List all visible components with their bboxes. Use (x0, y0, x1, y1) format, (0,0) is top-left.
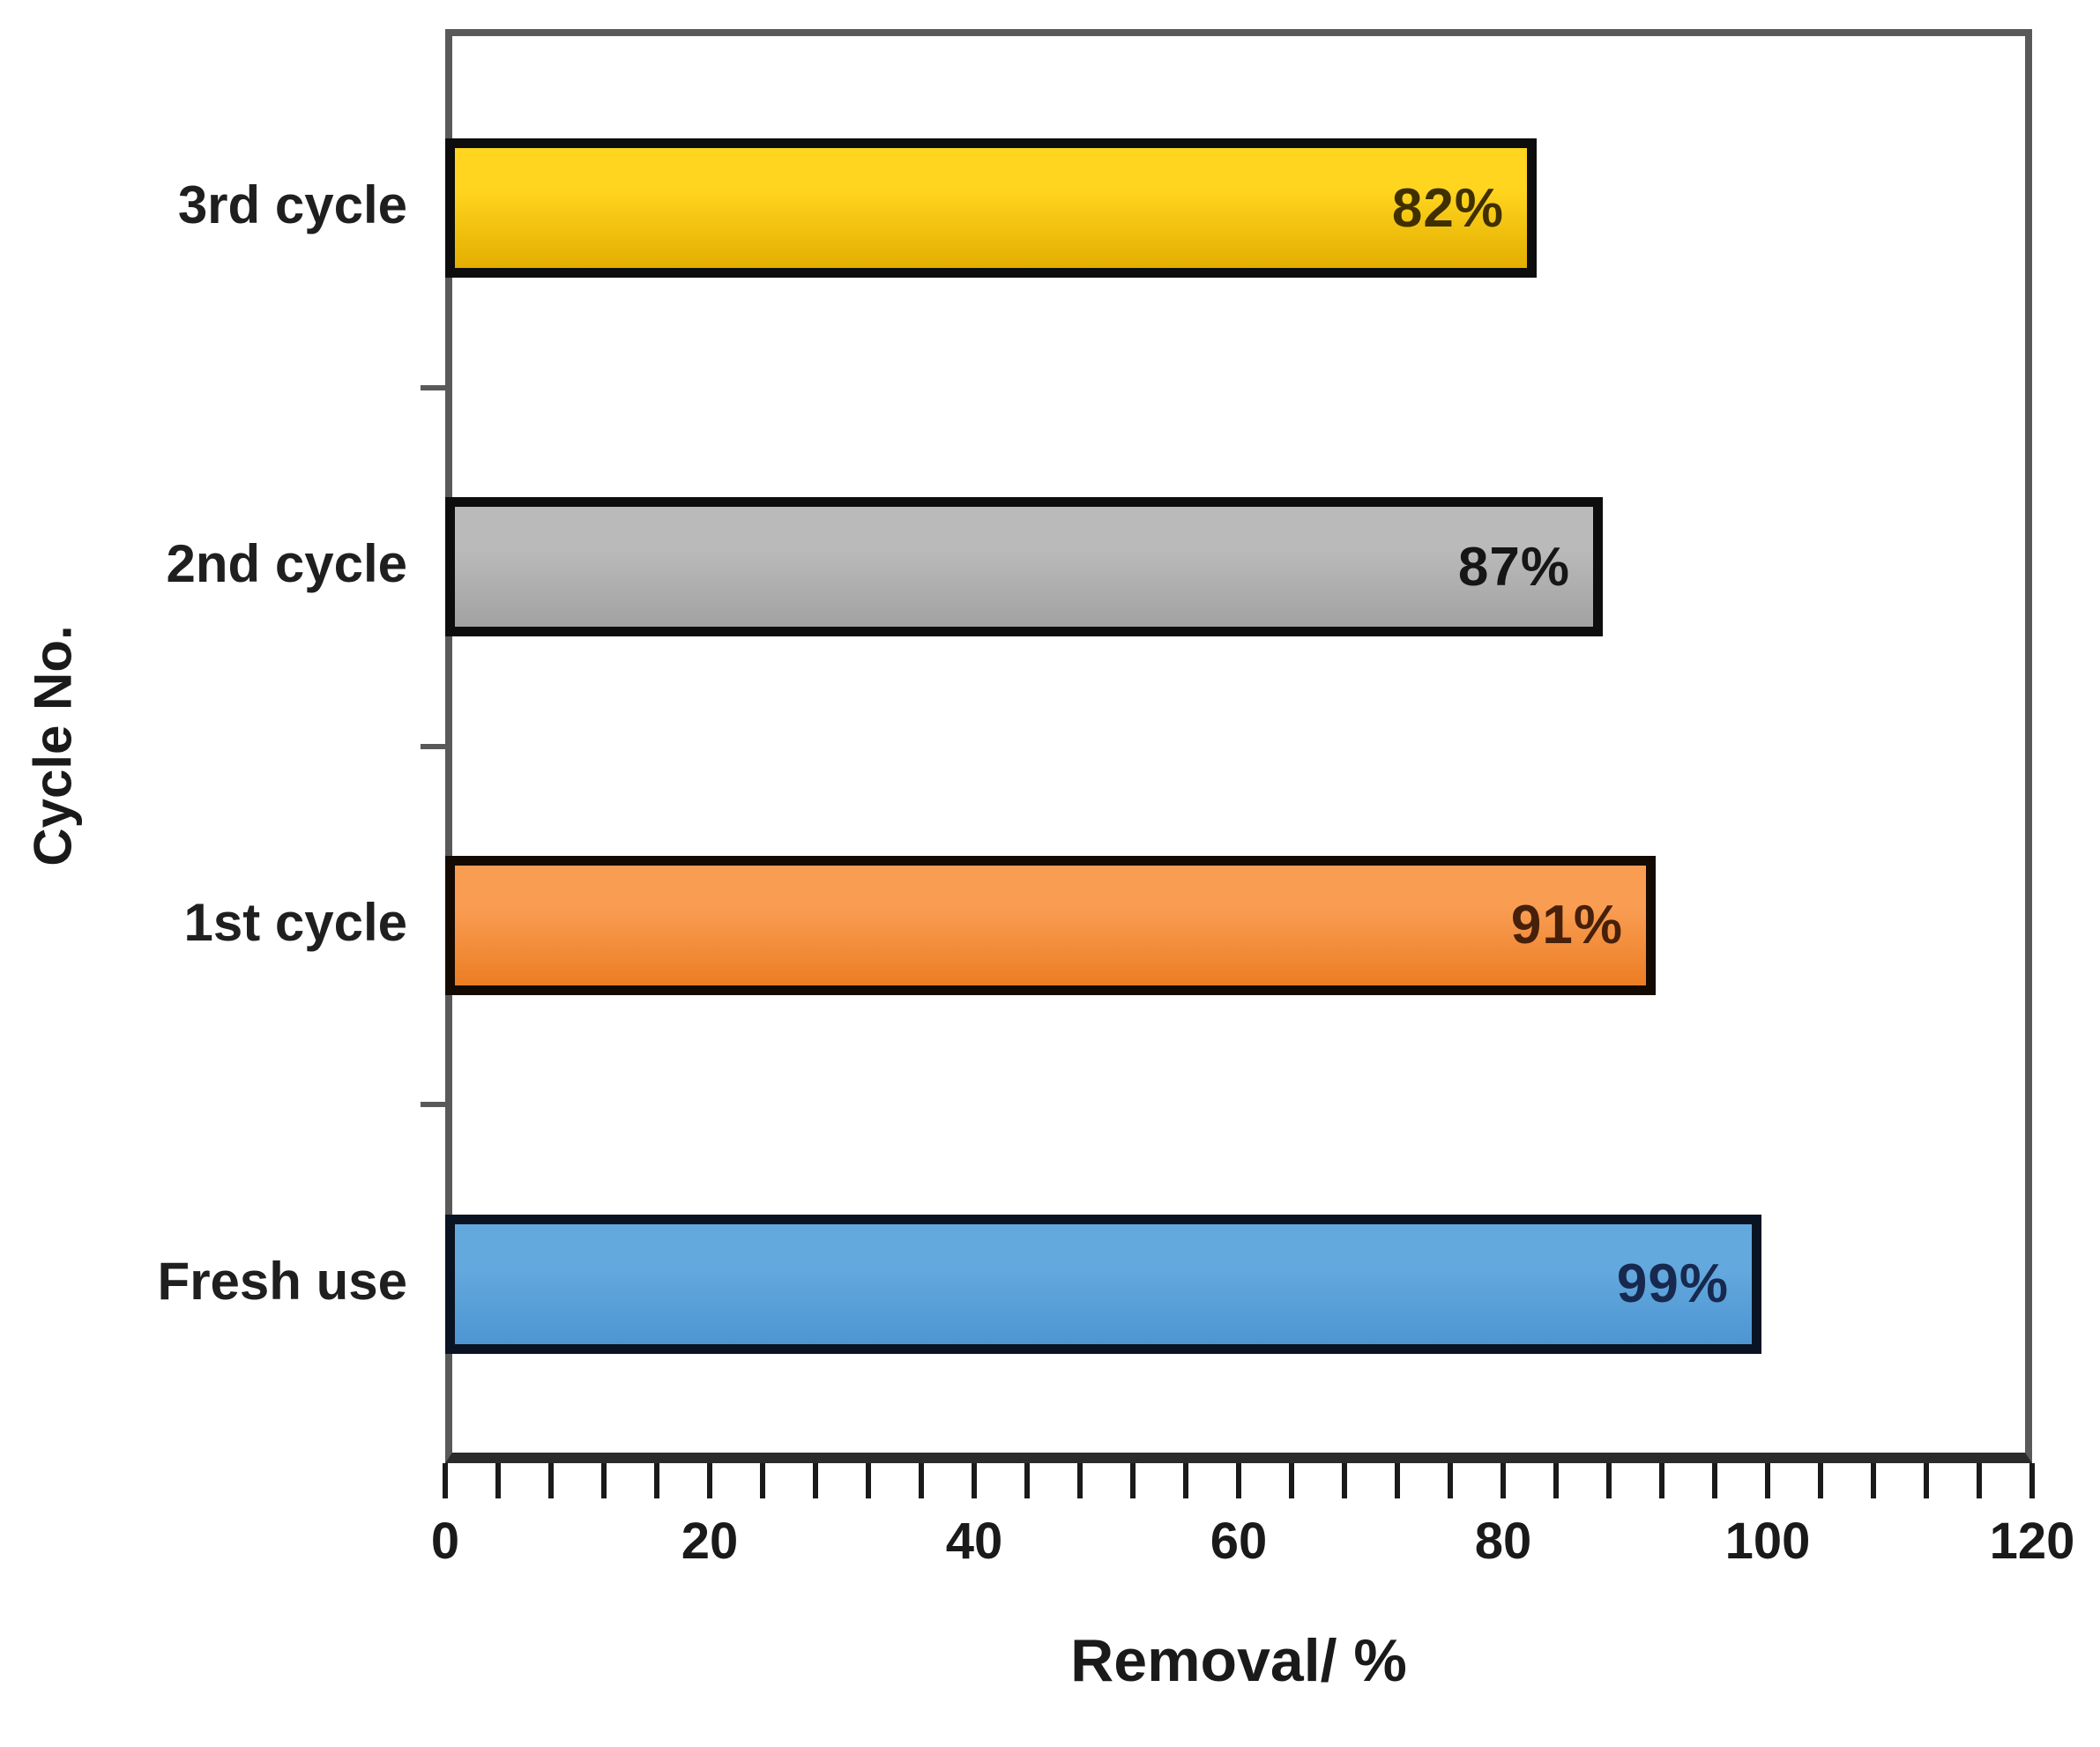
x-tick (1871, 1463, 1876, 1498)
x-tick (866, 1463, 871, 1498)
bar-value-label: 82% (1391, 177, 1504, 239)
x-tick (813, 1463, 818, 1498)
x-tick (1289, 1463, 1294, 1498)
x-tick-label-40: 40 (945, 1513, 1003, 1570)
x-tick (1553, 1463, 1559, 1498)
x-tick-label-60: 60 (1210, 1513, 1268, 1570)
y-axis-title: Cycle No. (23, 625, 83, 866)
x-tick (1395, 1463, 1400, 1498)
x-tick (2029, 1463, 2035, 1498)
category-label-1st-cycle: 1st cycle (183, 892, 407, 952)
x-tick (1448, 1463, 1453, 1498)
x-tick (1501, 1463, 1506, 1498)
x-tick (443, 1463, 448, 1498)
bar-fresh-use: 99% (445, 1214, 1761, 1354)
category-label-fresh-use: Fresh use (157, 1251, 407, 1311)
x-tick-label-80: 80 (1474, 1513, 1532, 1570)
x-tick-label-0: 0 (430, 1513, 460, 1570)
category-label-2nd-cycle: 2nd cycle (166, 534, 408, 594)
bar-value-label: 99% (1616, 1253, 1729, 1315)
x-tick-label-20: 20 (681, 1513, 739, 1570)
x-tick (548, 1463, 554, 1498)
x-axis-title: Removal/ % (1070, 1627, 1407, 1694)
x-tick (1077, 1463, 1083, 1498)
y-tick (421, 743, 452, 749)
x-tick (1236, 1463, 1241, 1498)
x-tick (707, 1463, 712, 1498)
x-tick (1183, 1463, 1188, 1498)
x-tick (1712, 1463, 1717, 1498)
x-tick-label-120: 120 (1989, 1513, 2075, 1570)
bar-value-label: 87% (1457, 536, 1570, 598)
category-label-3rd-cycle: 3rd cycle (177, 175, 407, 235)
x-tick (1024, 1463, 1030, 1498)
x-tick (1977, 1463, 1982, 1498)
x-tick (919, 1463, 924, 1498)
bar-2nd-cycle: 87% (445, 497, 1603, 637)
x-tick (972, 1463, 977, 1498)
bar-value-label: 91% (1510, 895, 1623, 956)
x-tick (1818, 1463, 1823, 1498)
bar-3rd-cycle: 82% (445, 138, 1537, 279)
x-tick (1342, 1463, 1347, 1498)
x-tick (1130, 1463, 1136, 1498)
y-tick (421, 384, 452, 390)
x-tick (1924, 1463, 1929, 1498)
x-tick (601, 1463, 607, 1498)
x-tick (654, 1463, 659, 1498)
x-tick (1765, 1463, 1770, 1498)
x-tick (1606, 1463, 1612, 1498)
x-tick (495, 1463, 501, 1498)
y-tick (421, 1102, 452, 1108)
x-tick (760, 1463, 765, 1498)
x-tick-label-100: 100 (1724, 1513, 1811, 1570)
x-tick (1659, 1463, 1664, 1498)
bar-1st-cycle: 91% (445, 855, 1656, 995)
